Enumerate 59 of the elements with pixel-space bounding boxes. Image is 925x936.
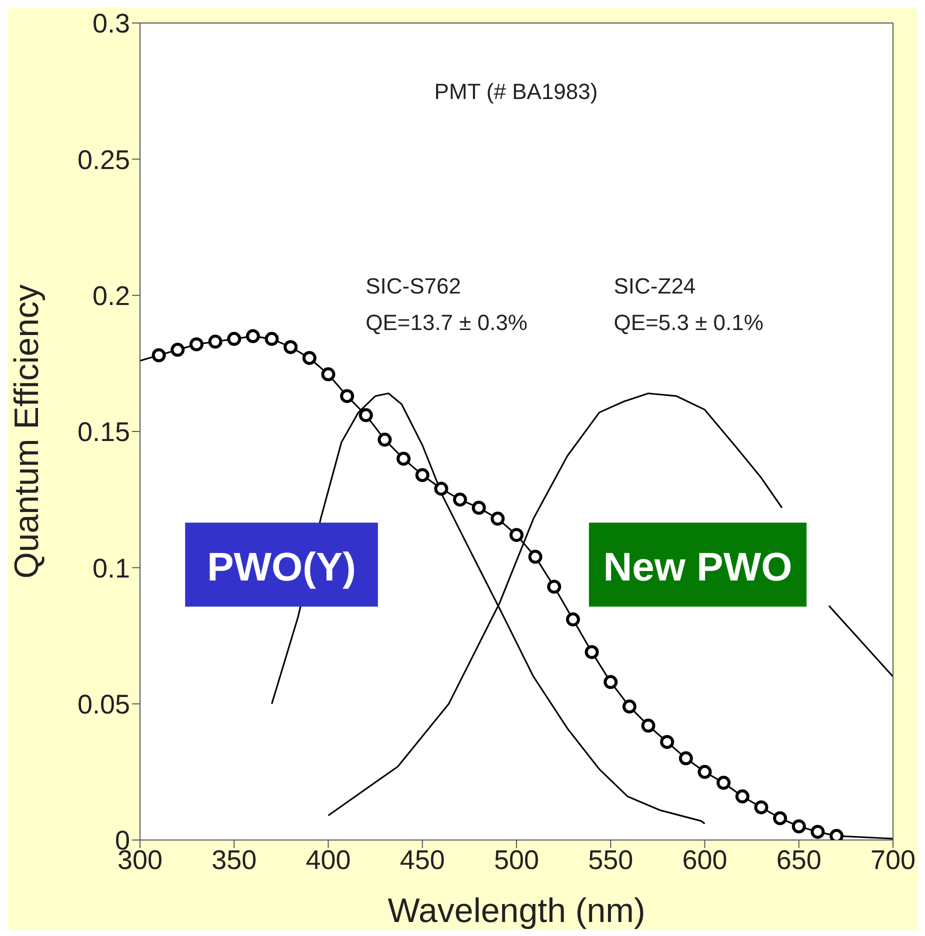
point (189, 337, 204, 352)
x-tick-label: 700 (870, 845, 916, 876)
point (246, 329, 260, 344)
point (434, 482, 448, 496)
point (264, 332, 279, 346)
point (340, 389, 354, 404)
point (754, 800, 768, 814)
point (604, 675, 618, 690)
point (773, 811, 788, 826)
x-tick-label: 550 (588, 845, 634, 876)
point (396, 452, 411, 466)
x-tick-label: 450 (400, 845, 445, 876)
point (698, 764, 712, 779)
y-tick-label: 0.1 (92, 553, 130, 584)
point (302, 350, 316, 365)
x-tick-label: 400 (306, 845, 351, 876)
point (622, 700, 636, 714)
y-tick-label: 0.2 (92, 280, 130, 311)
point (490, 512, 505, 526)
y-tick-label: 0.3 (92, 8, 130, 39)
point (152, 348, 166, 362)
point (584, 645, 599, 660)
point (678, 751, 693, 766)
x-tick-label: 600 (682, 845, 728, 876)
point (227, 332, 242, 346)
point (547, 580, 562, 594)
y-axis-title: Quantum Efficiency (8, 284, 46, 579)
x-axis-title: Wavelength (nm) (388, 892, 646, 930)
point (792, 819, 806, 834)
point (716, 776, 731, 790)
point (528, 550, 542, 564)
annotation: SIC-S762 (366, 273, 461, 298)
annotation: QE=13.7 ± 0.3% (366, 310, 528, 335)
annotation: New PWO (603, 546, 792, 590)
point (472, 500, 486, 515)
x-tick-label: 500 (494, 845, 540, 876)
x-tick-label: 350 (212, 845, 257, 876)
point (321, 367, 336, 382)
point (208, 334, 222, 349)
point (566, 612, 580, 626)
y-tick-label: 0.25 (77, 144, 130, 175)
point (358, 408, 373, 422)
point (660, 734, 674, 749)
point (510, 528, 524, 542)
point (170, 342, 185, 357)
annotation: SIC-Z24 (614, 273, 696, 298)
point (641, 718, 656, 733)
point (378, 432, 392, 447)
annotation: PWO(Y) (207, 546, 356, 590)
point (284, 340, 298, 354)
point (415, 468, 430, 482)
text: PMT (# BA1983) (434, 79, 598, 104)
y-tick-label: 0.05 (77, 689, 130, 720)
point (810, 824, 825, 839)
point (453, 492, 468, 507)
point (735, 789, 750, 804)
annotation: QE=5.3 ± 0.1% (614, 310, 764, 335)
y-tick-label: 0.15 (77, 417, 130, 448)
x-tick-label: 650 (776, 845, 822, 876)
